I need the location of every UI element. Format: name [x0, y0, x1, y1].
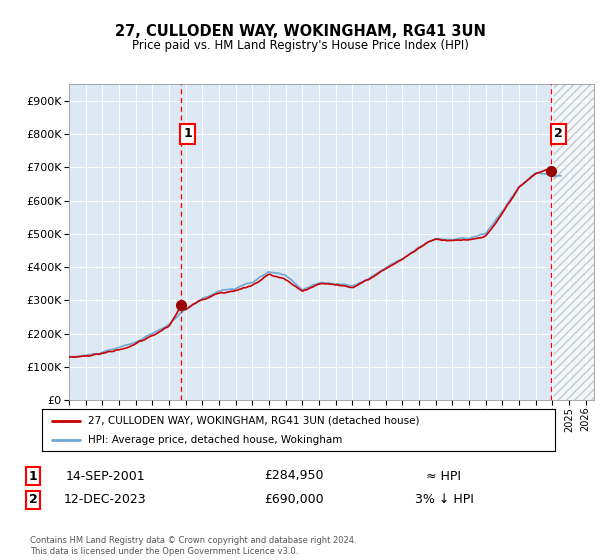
Text: 2: 2: [29, 493, 37, 506]
Text: 1: 1: [29, 469, 37, 483]
Text: HPI: Average price, detached house, Wokingham: HPI: Average price, detached house, Woki…: [88, 435, 343, 445]
Text: 3% ↓ HPI: 3% ↓ HPI: [415, 493, 473, 506]
Text: 14-SEP-2001: 14-SEP-2001: [65, 469, 145, 483]
Text: 1: 1: [184, 128, 192, 141]
Text: £690,000: £690,000: [264, 493, 324, 506]
Text: ≈ HPI: ≈ HPI: [427, 469, 461, 483]
Text: 27, CULLODEN WAY, WOKINGHAM, RG41 3UN (detached house): 27, CULLODEN WAY, WOKINGHAM, RG41 3UN (d…: [88, 416, 419, 426]
Text: £284,950: £284,950: [264, 469, 324, 483]
Text: 27, CULLODEN WAY, WOKINGHAM, RG41 3UN: 27, CULLODEN WAY, WOKINGHAM, RG41 3UN: [115, 24, 485, 39]
Text: 12-DEC-2023: 12-DEC-2023: [64, 493, 146, 506]
Text: Contains HM Land Registry data © Crown copyright and database right 2024.
This d: Contains HM Land Registry data © Crown c…: [30, 536, 356, 556]
Text: 2: 2: [554, 128, 563, 141]
Text: Price paid vs. HM Land Registry's House Price Index (HPI): Price paid vs. HM Land Registry's House …: [131, 39, 469, 52]
